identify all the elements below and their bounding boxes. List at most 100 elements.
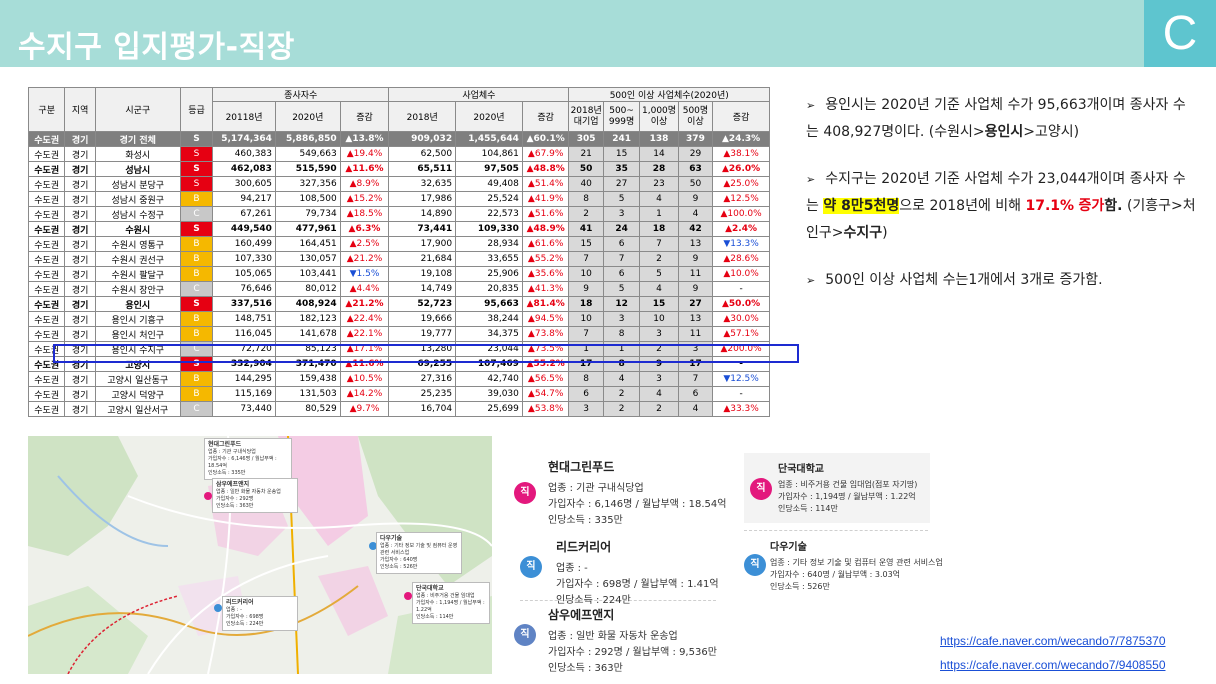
- cell-a: 경기: [64, 221, 96, 237]
- cell-l4: 63: [677, 161, 714, 177]
- cell-l4: 4: [677, 206, 714, 222]
- cell-lc: ▲30.0%: [712, 311, 770, 327]
- col-large-change: 증감: [712, 101, 770, 132]
- cell-b20: 20,835: [455, 281, 523, 297]
- cell-b20: 38,244: [455, 311, 523, 327]
- cell-lc: ▲28.6%: [712, 251, 770, 267]
- cell-b18: 73,441: [388, 221, 457, 237]
- map-card-dankook[interactable]: 단국대학교 업종 : 비주거용 건물 임대업 가입자수 : 1,194명 / 월납부…: [412, 582, 490, 624]
- map-card-hyundai[interactable]: 현대그린푸드 업종 : 기관 구내식당업 가입자수 : 6,146명 / 월납부액 …: [204, 438, 292, 480]
- cell-w18: 332,904: [212, 356, 276, 372]
- cell-wc: ▲13.8%: [339, 131, 390, 147]
- cell-l1: 10: [568, 311, 604, 327]
- cell-w18: 67,261: [212, 206, 276, 222]
- table-row: 수도권 경기 고양시 일산서구 C 73,440 80,529 ▲9.7% 16,704 25,…: [27, 401, 770, 417]
- cell-l3: 15: [639, 296, 679, 312]
- cell-l1: 7: [568, 326, 604, 342]
- table-row: 수도권 경기 성남시 수정구 C 67,261 79,734 ▲18.5% 14,890 22,…: [27, 206, 770, 222]
- company-card-daou[interactable]: 직 다우기술 업종 : 기타 정보 기술 및 컴퓨터 운영 관련 서비스업 가입…: [744, 538, 944, 593]
- cell-a: 경기: [64, 251, 96, 267]
- cell-b20: 22,573: [455, 206, 523, 222]
- col-companies-change: 증감: [521, 101, 570, 132]
- cell-l1: 8: [568, 371, 604, 387]
- cell-lc: ▲57.1%: [712, 326, 770, 342]
- col-large-500p: 500명 이상: [677, 101, 714, 132]
- cell-c: 고양시 일산동구: [94, 371, 181, 387]
- cell-wc: ▲19.4%: [339, 146, 390, 162]
- company-card-leadcareer[interactable]: 직 리드커리어 업종 : - 가입자수 : 698명 / 월납부액 : 1.41…: [520, 538, 730, 609]
- table-row: 수도권 경기 용인시 처인구 B 116,045 141,678 ▲22.1% 19,777 3…: [27, 326, 770, 342]
- col-group-workers: 종사자수: [212, 87, 390, 102]
- cell-w18: 449,540: [212, 221, 276, 237]
- location-map[interactable]: 현대그린푸드 업종 : 기관 구내식당업 가입자수 : 6,146명 / 월납부액 …: [28, 436, 492, 674]
- cell-wc: ▲10.5%: [339, 371, 390, 387]
- summary-bullets: ➢ 용인시는 2020년 기준 사업체 수가 95,663개이며 종사자 수는 4…: [806, 92, 1196, 314]
- cell-wc: ▲6.3%: [339, 221, 390, 237]
- map-card-daou[interactable]: 다우기술 업종 : 기타 정보 기술 및 컴퓨터 운영 관련 서비스업 가입자수 :…: [376, 532, 462, 574]
- cell-w20: 108,500: [274, 191, 341, 207]
- cell-l2: 5: [602, 281, 641, 297]
- cell-l1: 40: [568, 176, 604, 192]
- cell-b18: 14,890: [388, 206, 457, 222]
- cell-l1: 7: [568, 251, 604, 267]
- cell-w18: 460,383: [212, 146, 276, 162]
- map-card-samwoo[interactable]: 삼우에프앤지 업종 : 일반 화물 자동차 운송업 가입자수 : 292명 인당소득 …: [212, 478, 298, 513]
- cell-g: C: [179, 281, 214, 297]
- cell-bc: ▲41.3%: [521, 281, 570, 297]
- cell-c: 성남시 중원구: [94, 191, 181, 207]
- bullet-large-companies: ➢ 500인 이상 사업체 수는1개에서 3개로 증가함.: [806, 272, 1103, 288]
- col-region-type: 구분: [27, 87, 66, 132]
- cell-g: B: [179, 251, 214, 267]
- cell-w18: 462,083: [212, 161, 276, 177]
- cell-t: 수도권: [27, 296, 66, 312]
- cell-b20: 28,934: [455, 236, 523, 252]
- cell-l3: 10: [639, 311, 679, 327]
- cell-a: 경기: [64, 326, 96, 342]
- col-large-500: 500~ 999명: [602, 101, 641, 132]
- cell-l3: 4: [639, 386, 679, 402]
- cell-w18: 76,646: [212, 281, 276, 297]
- cell-bc: ▲60.1%: [521, 131, 570, 147]
- cell-wc: ▲17.1%: [339, 341, 390, 357]
- cell-c: 고양시 일산서구: [94, 401, 181, 417]
- cell-l3: 7: [639, 236, 679, 252]
- source-link-2[interactable]: https://cafe.naver.com/wecando7/9408550: [940, 658, 1166, 672]
- col-grade: 등급: [179, 87, 214, 132]
- map-card-leadcareer[interactable]: 리드커리어 업종 : - 가입자수 : 698명 인당소득 : 224만: [222, 596, 298, 631]
- map-graphic: [28, 436, 492, 674]
- cell-l1: 2: [568, 206, 604, 222]
- source-link-1[interactable]: https://cafe.naver.com/wecando7/7875370: [940, 634, 1166, 648]
- cell-b20: 49,408: [455, 176, 523, 192]
- company-card-dankook[interactable]: 직 단국대학교 업종 : 비주거용 건물 임대업(점포 자기땅) 가입자수 : …: [744, 460, 930, 515]
- table-row: 수도권 경기 성남시 분당구 S 300,605 327,356 ▲8.9% 32,635 49…: [27, 176, 770, 192]
- cell-wc: ▲4.4%: [339, 281, 390, 297]
- cell-t: 수도권: [27, 371, 66, 387]
- cell-l4: 29: [677, 146, 714, 162]
- cell-c: 화성시: [94, 146, 181, 162]
- cell-w20: 85,123: [274, 341, 341, 357]
- cell-l3: 3: [639, 371, 679, 387]
- cell-l3: 28: [639, 161, 679, 177]
- cell-g: B: [179, 326, 214, 342]
- col-workers-change: 증감: [339, 101, 390, 132]
- cell-l4: 50: [677, 176, 714, 192]
- cell-a: 경기: [64, 176, 96, 192]
- company-card-hyundai[interactable]: 직 현대그린푸드 업종 : 기관 구내식당업 가입자수 : 6,146명 / 월…: [514, 458, 734, 529]
- table-row: 수도권 경기 용인시 S 337,516 408,924 ▲21.2% 52,723 95,66…: [27, 296, 770, 312]
- cell-w20: 477,961: [274, 221, 341, 237]
- cell-b18: 69,255: [388, 356, 457, 372]
- work-icon: 직: [514, 624, 536, 646]
- cell-wc: ▲9.7%: [339, 401, 390, 417]
- page-title: 수지구 입지평가-직장: [18, 30, 295, 65]
- cell-b20: 42,740: [455, 371, 523, 387]
- cell-t: 수도권: [27, 236, 66, 252]
- cell-w18: 337,516: [212, 296, 276, 312]
- company-card-samwoo[interactable]: 직 삼우에프앤지 업종 : 일반 화물 자동차 운송업 가입자수 : 292명 …: [514, 606, 734, 677]
- cell-wc: ▲22.1%: [339, 326, 390, 342]
- table-row: 수도권 경기 고양시 덕양구 B 115,169 131,503 ▲14.2% 25,235 3…: [27, 386, 770, 402]
- cell-b20: 109,330: [455, 221, 523, 237]
- table-row: 수도권 경기 수원시 팔달구 B 105,065 103,441 ▼1.5% 19,108 25…: [27, 266, 770, 282]
- table-row: 수도권 경기 수원시 S 449,540 477,961 ▲6.3% 73,441 109,33…: [27, 221, 770, 237]
- cell-b20: 23,044: [455, 341, 523, 357]
